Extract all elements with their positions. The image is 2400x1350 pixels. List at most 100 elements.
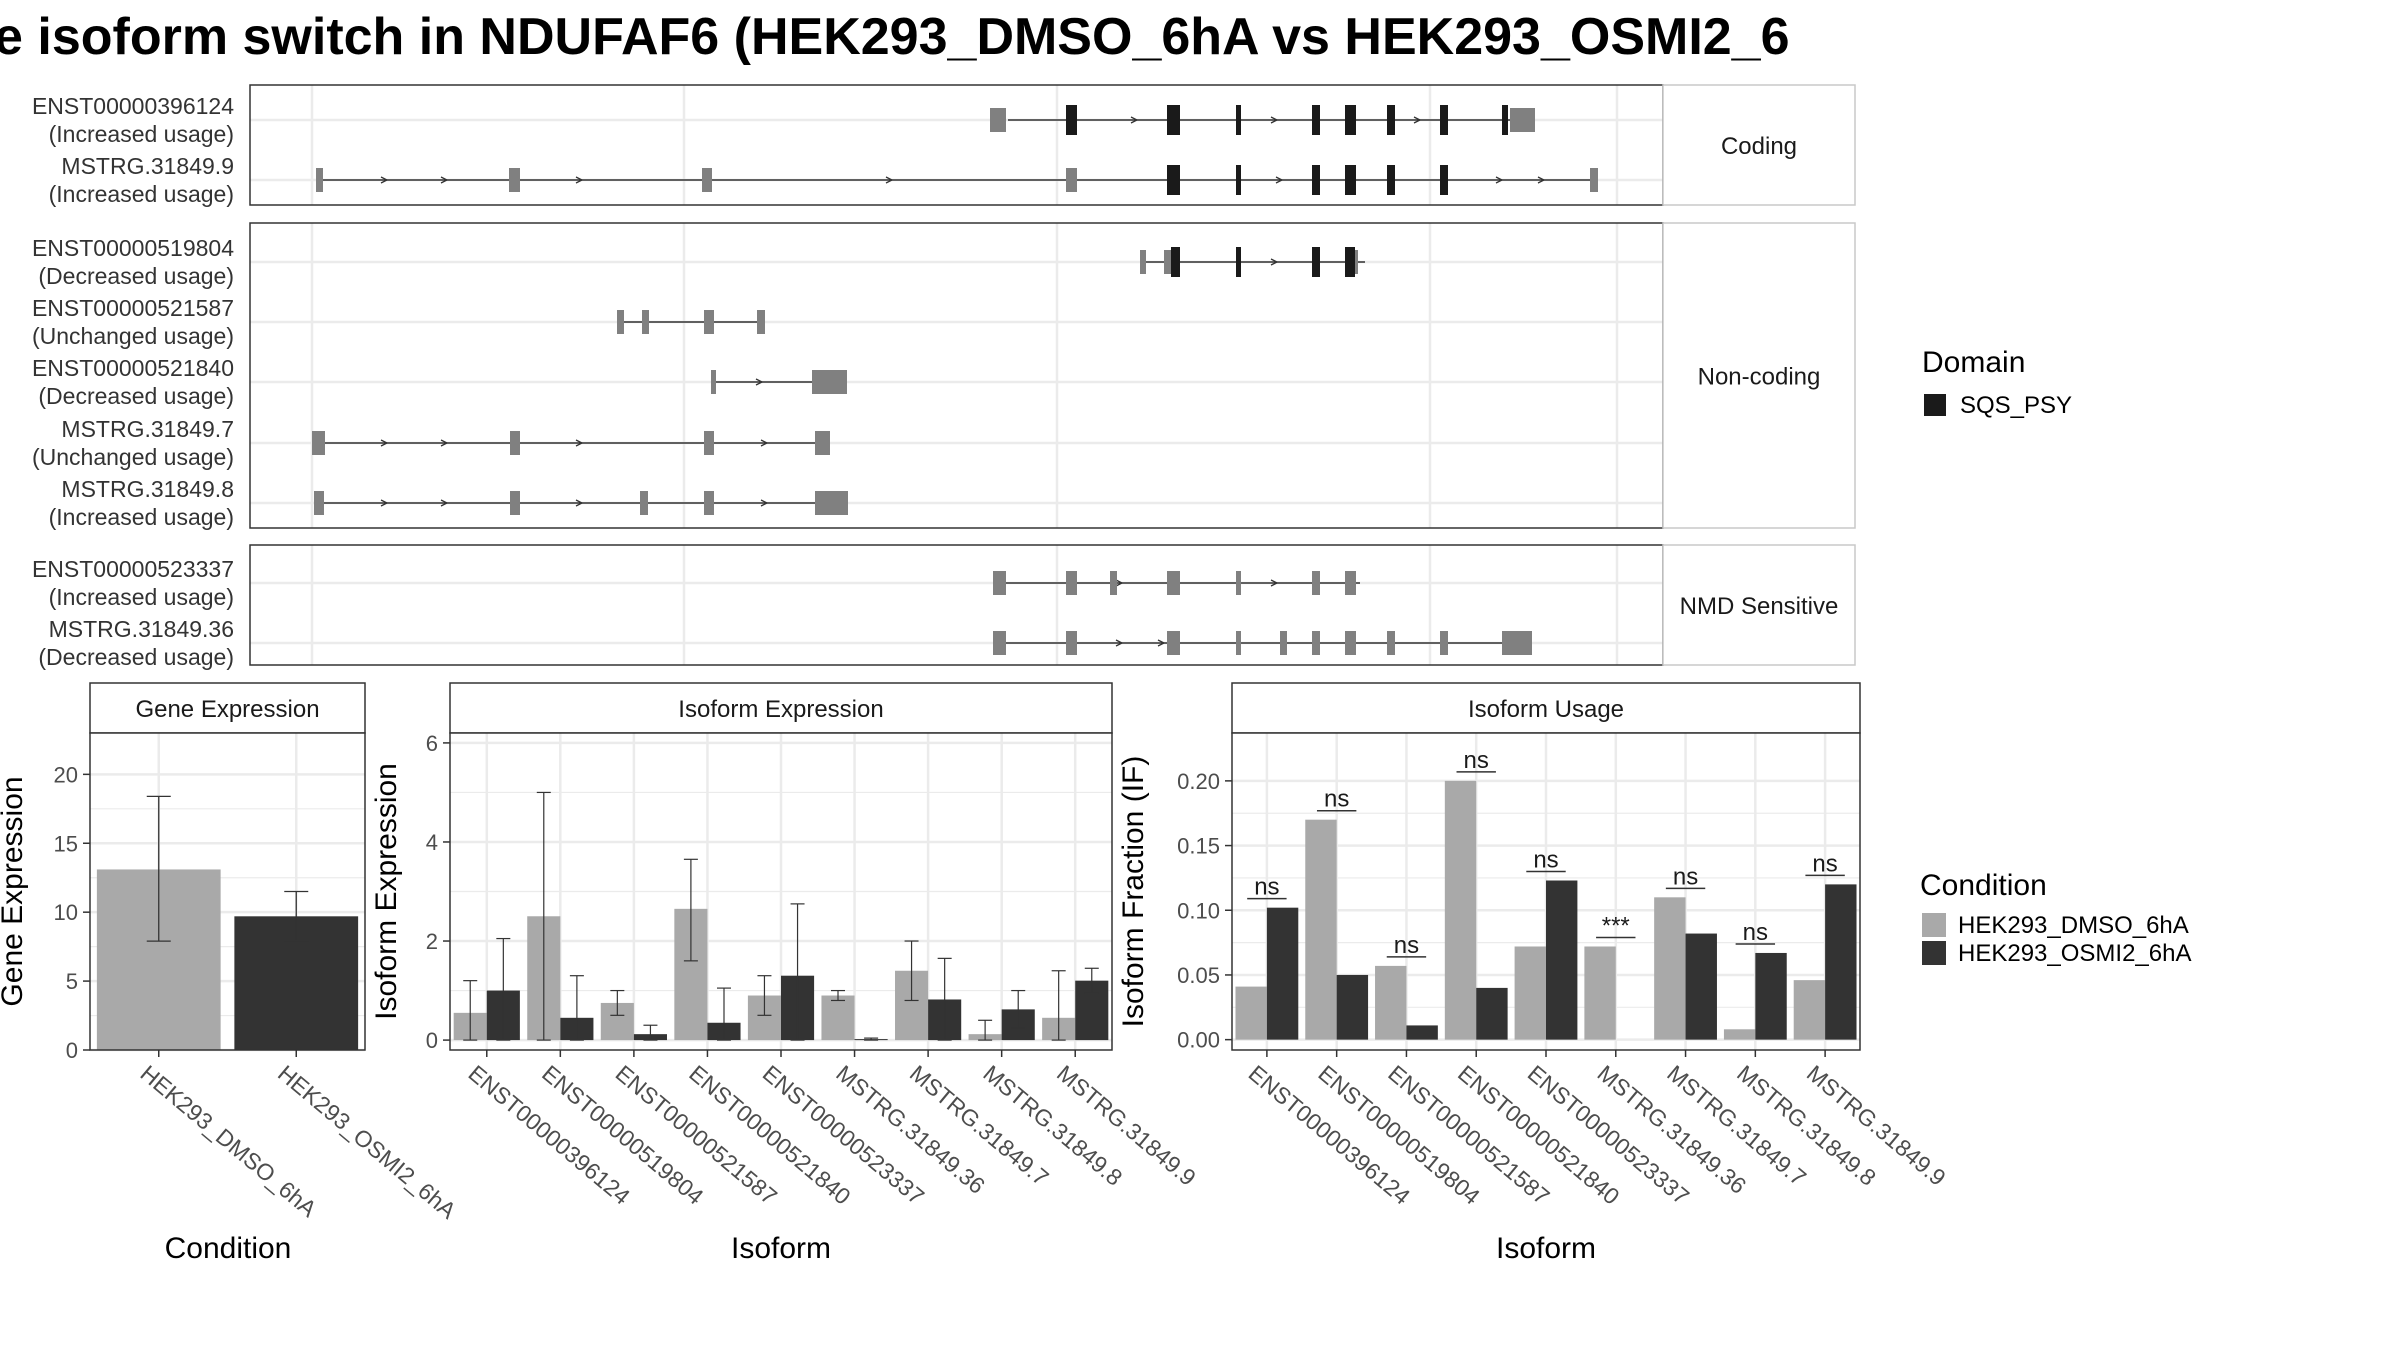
condition-legend: Condition HEK293_DMSO_6hA HEK293_OSMI2_6… xyxy=(1920,869,2191,967)
significance-label: ns xyxy=(1743,919,1768,946)
exon-utr xyxy=(704,310,714,334)
exon-domain xyxy=(1167,165,1180,195)
bar-HEK293_OSMI2_6hA-MSTRG.31849.8 xyxy=(1755,952,1787,1040)
y-tick-label: 0 xyxy=(426,1028,438,1053)
transcript-id-label: ENST00000521840 xyxy=(32,355,234,381)
y-axis-title: Gene Expression xyxy=(0,776,29,1006)
exon-utr xyxy=(1236,631,1241,655)
y-tick-label: 5 xyxy=(66,969,78,994)
transcript-status-label: (Decreased usage) xyxy=(38,644,234,670)
y-tick-label: 0.15 xyxy=(1177,834,1220,859)
structure-panel-label: Non-coding xyxy=(1698,364,1821,391)
exon-domain xyxy=(1387,105,1395,135)
structure-panel: Coding xyxy=(249,84,1856,206)
domain-legend-item: SQS_PSY xyxy=(1960,392,2072,419)
y-tick-label: 10 xyxy=(54,900,78,925)
exon-utr xyxy=(711,370,716,394)
strand-arrow xyxy=(1130,116,1139,124)
exon-utr xyxy=(704,431,714,455)
strand-arrow xyxy=(575,176,584,184)
exon-domain xyxy=(1236,247,1241,277)
transcript-status-label: (Decreased usage) xyxy=(38,383,234,409)
transcript-status-label: (Increased usage) xyxy=(49,504,234,530)
significance-label: ns xyxy=(1673,863,1698,890)
significance-label: ns xyxy=(1812,850,1837,877)
condition-legend-item-osmi: HEK293_OSMI2_6hA xyxy=(1958,940,2191,967)
y-tick-label: 0.10 xyxy=(1177,898,1220,923)
significance-label: ns xyxy=(1324,786,1349,813)
significance-label: *** xyxy=(1602,912,1630,939)
strand-arrow xyxy=(1495,176,1504,184)
exon-domain xyxy=(1345,247,1355,277)
significance-label: ns xyxy=(1533,847,1558,874)
strand-arrow xyxy=(1157,639,1166,647)
domain-legend-title: Domain xyxy=(1922,346,2025,379)
bar-HEK293_DMSO_6hA-MSTRG.31849.8 xyxy=(1723,1029,1756,1040)
exon-domain xyxy=(1312,165,1320,195)
strand-arrow xyxy=(1270,116,1279,124)
strand-arrow xyxy=(760,499,769,507)
structure-panel-strip xyxy=(1662,544,1856,666)
isoform-usage-chart: Isoform Usage ns ns ns ns ns *** ns ns ns 0.00 0.05… xyxy=(1117,682,1951,1265)
exon-utr xyxy=(510,491,520,515)
structure-panel-background xyxy=(250,223,1663,528)
bar-HEK293_OSMI2_6hA-ENST00000521587 xyxy=(1406,1025,1438,1040)
exon-domain xyxy=(1312,247,1320,277)
isoform-expression-chart: Isoform Expression0246ENST00000396124ENS… xyxy=(370,682,1201,1265)
strand-arrow xyxy=(380,439,389,447)
chart-frame xyxy=(89,732,366,1051)
transcript-status-label: (Increased usage) xyxy=(49,584,234,610)
bar-HEK293_DMSO_6hA-MSTRG.31849.36 xyxy=(821,995,855,1041)
y-tick-label: 0.00 xyxy=(1177,1028,1220,1053)
exon-domain xyxy=(1345,165,1356,195)
exon-utr xyxy=(757,310,765,334)
chart-title: Gene Expression xyxy=(135,696,319,723)
structure-panel-background xyxy=(250,545,1663,665)
transcript-id-label: ENST00000521587 xyxy=(32,295,234,321)
transcript-status-label: (Unchanged usage) xyxy=(32,323,234,349)
exon-utr xyxy=(1355,250,1358,274)
transcript-id-label: ENST00000519804 xyxy=(32,235,234,261)
exon-utr xyxy=(510,431,520,455)
exon-utr xyxy=(509,168,520,192)
structure-panel-label: Coding xyxy=(1721,133,1797,160)
exon-utr xyxy=(1140,250,1146,274)
structure-panel: NMD Sensitive xyxy=(249,544,1856,666)
y-tick-label: 0.05 xyxy=(1177,963,1220,988)
chart-title: Isoform Usage xyxy=(1468,696,1624,723)
transcript-id-label: MSTRG.31849.7 xyxy=(61,416,234,442)
y-axis-title: Isoform Expression xyxy=(370,763,403,1020)
bar-HEK293_OSMI2_6hA-MSTRG.31849.7 xyxy=(1685,933,1717,1040)
transcript-status-label: (Increased usage) xyxy=(49,181,234,207)
exon-utr xyxy=(1510,108,1535,132)
exon-utr xyxy=(1167,631,1180,655)
exon-domain xyxy=(1345,105,1356,135)
significance-label: ns xyxy=(1394,932,1419,959)
strand-arrow xyxy=(755,378,764,386)
strand-arrow xyxy=(575,499,584,507)
strand-arrow xyxy=(1115,579,1124,587)
exon-utr xyxy=(314,491,324,515)
bar-HEK293_DMSO_6hA-MSTRG.31849.7 xyxy=(1654,897,1686,1040)
exon-utr xyxy=(993,571,1006,595)
exon-utr xyxy=(312,431,325,455)
exon-domain xyxy=(1502,105,1508,135)
exon-utr xyxy=(1164,250,1171,274)
structure-panel-label: NMD Sensitive xyxy=(1680,593,1839,620)
strand-arrow xyxy=(380,499,389,507)
strand-arrow xyxy=(885,176,894,184)
exon-domain xyxy=(1312,105,1320,135)
exon-utr xyxy=(617,310,624,334)
transcript-ENST00000521840: ENST00000521840(Decreased usage) xyxy=(32,355,847,409)
chart-title: Isoform Expression xyxy=(678,696,883,723)
chart-strip xyxy=(89,682,366,734)
y-tick-label: 15 xyxy=(54,831,78,856)
exon-domain xyxy=(1387,165,1395,195)
exon-utr xyxy=(990,108,1006,132)
structure-panel-strip xyxy=(1662,222,1856,529)
x-axis-title: Isoform xyxy=(731,1232,831,1265)
exon-utr xyxy=(1312,571,1320,595)
y-tick-label: 0.20 xyxy=(1177,769,1220,794)
condition-legend-title: Condition xyxy=(1920,869,2047,902)
bar-HEK293_DMSO_6hA-ENST00000519804 xyxy=(1305,819,1337,1040)
